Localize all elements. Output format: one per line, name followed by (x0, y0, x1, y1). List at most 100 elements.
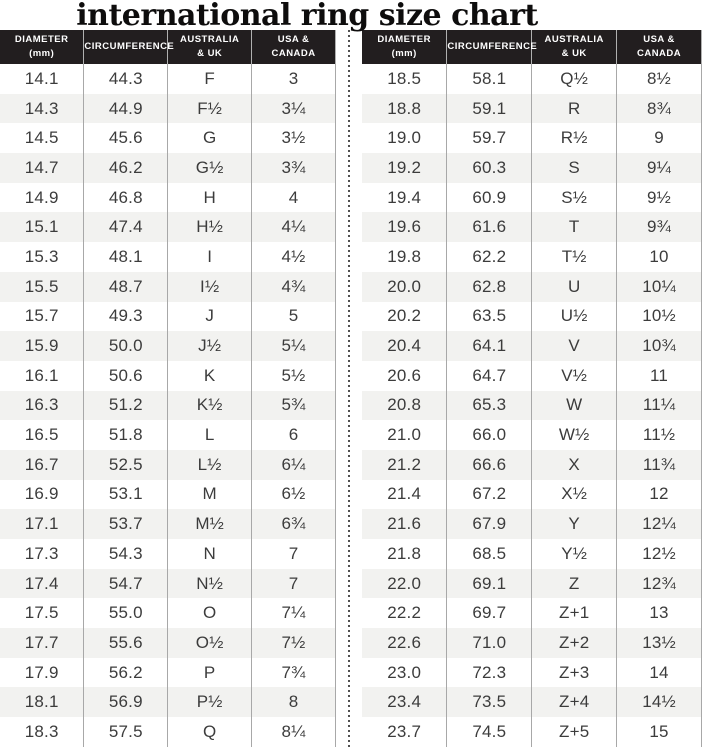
table-cell: 15 (616, 717, 702, 747)
table-row: 19.2 60.3 S 9¼ (362, 153, 702, 183)
column-header: DIAMETER (mm) (362, 30, 448, 64)
table-cell: 3¼ (251, 93, 336, 124)
table-cell: S (531, 153, 618, 183)
table-cell: 15.7 (0, 301, 85, 332)
table-cell: 22.6 (362, 628, 448, 658)
table-cell: 6 (251, 420, 336, 450)
table-cell: X½ (531, 479, 618, 510)
table-row: 14.3 44.9 F½ 3¼ (0, 93, 336, 124)
table-cell: L (167, 420, 253, 450)
table-row: 20.0 62.8 U 10¼ (362, 271, 702, 302)
table-cell: 15.1 (0, 212, 85, 243)
table-cell: 55.6 (83, 628, 169, 658)
table-cell: Z+2 (531, 628, 618, 658)
table-cell: O (167, 598, 253, 629)
table-row: 17.5 55.0 O 7¼ (0, 598, 336, 629)
table-row: 22.2 69.7 Z+1 13 (362, 598, 702, 629)
table-cell: 51.8 (83, 420, 169, 450)
table-row: 23.7 74.5 Z+5 15 (362, 717, 702, 747)
table-cell: 14 (616, 657, 702, 688)
ring-size-table-right: DIAMETER (mm) CIRCUMFERENCE AUSTRALIA & UK… (362, 30, 702, 747)
table-row: 17.1 53.7 M½ 6¾ (0, 509, 336, 539)
column-header: CIRCUMFERENCE (446, 30, 537, 64)
table-cell: 19.0 (362, 123, 448, 154)
table-cell: 19.6 (362, 212, 448, 243)
table-header: DIAMETER (mm) CIRCUMFERENCE AUSTRALIA & UK… (362, 30, 702, 64)
table-cell: G½ (167, 153, 253, 183)
table-cell: 52.5 (83, 449, 169, 480)
table-cell: T½ (531, 242, 618, 272)
table-cell: 12¾ (616, 568, 702, 599)
table-cell: 12¼ (616, 509, 702, 539)
table-cell: 23.7 (362, 717, 448, 747)
table-row: 16.5 51.8 L 6 (0, 420, 336, 450)
table-cell: 21.6 (362, 509, 448, 539)
ring-size-table-left: DIAMETER (mm) CIRCUMFERENCE AUSTRALIA & UK… (0, 30, 336, 747)
table-cell: 69.1 (446, 568, 533, 599)
table-row: 21.0 66.0 W½ 11½ (362, 420, 702, 450)
table-cell: 21.2 (362, 449, 448, 480)
table-cell: P (167, 657, 253, 688)
table-cell: 49.3 (83, 301, 169, 332)
table-cell: 20.4 (362, 331, 448, 361)
table-cell: 11¼ (616, 390, 702, 421)
table-cell: 4 (251, 182, 336, 213)
table-cell: 7½ (251, 628, 336, 658)
table-row: 21.8 68.5 Y½ 12½ (362, 539, 702, 569)
table-cell: 12 (616, 479, 702, 510)
table-row: 22.0 69.1 Z 12¾ (362, 568, 702, 599)
table-cell: 20.2 (362, 301, 448, 332)
table-cell: 22.0 (362, 568, 448, 599)
table-cell: 7 (251, 539, 336, 569)
table-cell: Y (531, 509, 618, 539)
table-cell: 67.2 (446, 479, 533, 510)
table-cell: 16.1 (0, 360, 85, 391)
table-row: 17.3 54.3 N 7 (0, 539, 336, 569)
table-row: 16.1 50.6 K 5½ (0, 360, 336, 391)
ring-size-tables: DIAMETER (mm) CIRCUMFERENCE AUSTRALIA & UK… (0, 30, 702, 747)
table-cell: 56.2 (83, 657, 169, 688)
table-cell: 23.4 (362, 687, 448, 718)
table-row: 19.6 61.6 T 9¾ (362, 212, 702, 243)
table-cell: 55.0 (83, 598, 169, 629)
table-cell: 17.3 (0, 539, 85, 569)
table-cell: 50.0 (83, 331, 169, 361)
table-row: 16.7 52.5 L½ 6¼ (0, 449, 336, 480)
table-cell: 16.5 (0, 420, 85, 450)
table-cell: 46.2 (83, 153, 169, 183)
table-cell: 18.3 (0, 717, 85, 747)
table-cell: 61.6 (446, 212, 533, 243)
table-cell: 9 (616, 123, 702, 154)
table-cell: 66.0 (446, 420, 533, 450)
table-cell: 8 (251, 687, 336, 718)
table-cell: 18.8 (362, 93, 448, 124)
table-cell: 8¼ (251, 717, 336, 747)
table-row: 14.9 46.8 H 4 (0, 182, 336, 213)
table-cell: 17.9 (0, 657, 85, 688)
column-header: DIAMETER (mm) (0, 30, 85, 64)
table-cell: 20.0 (362, 271, 448, 302)
table-cell: 63.5 (446, 301, 533, 332)
table-cell: 4¼ (251, 212, 336, 243)
table-cell: 14.7 (0, 153, 85, 183)
table-cell: K (167, 360, 253, 391)
table-cell: 17.7 (0, 628, 85, 658)
table-cell: 13 (616, 598, 702, 629)
table-cell: 14.5 (0, 123, 85, 154)
table-row: 18.1 56.9 P½ 8 (0, 687, 336, 718)
table-cell: 46.8 (83, 182, 169, 213)
table-cell: M (167, 479, 253, 510)
table-row: 18.8 59.1 R 8¾ (362, 93, 702, 124)
table-cell: 15.9 (0, 331, 85, 361)
table-cell: 18.5 (362, 64, 448, 94)
table-row: 18.5 58.1 Q½ 8½ (362, 64, 702, 94)
table-cell: 19.2 (362, 153, 448, 183)
column-header: CIRCUMFERENCE (83, 30, 174, 64)
table-cell: Z+5 (531, 717, 618, 747)
table-cell: 62.8 (446, 271, 533, 302)
table-cell: 58.1 (446, 64, 533, 94)
table-cell: 12½ (616, 539, 702, 569)
table-cell: 7¾ (251, 657, 336, 688)
table-cell: 14½ (616, 687, 702, 718)
table-cell: 23.0 (362, 657, 448, 688)
